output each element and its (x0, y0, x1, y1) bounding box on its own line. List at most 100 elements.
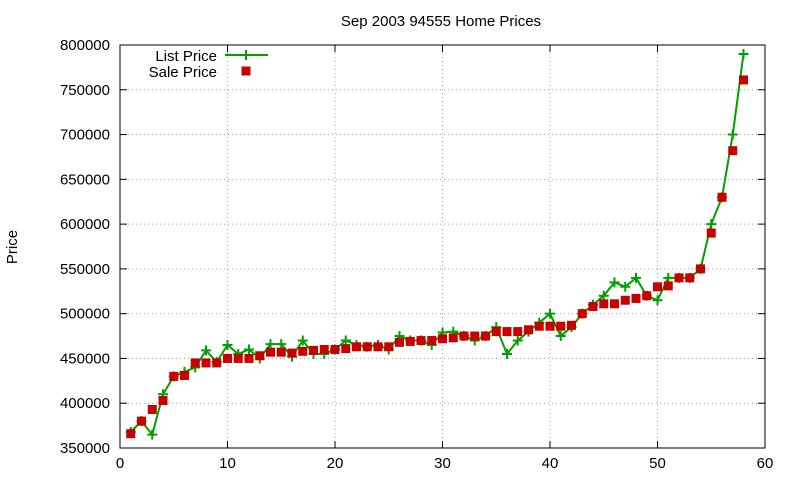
y-axis-label: Price (4, 230, 21, 264)
list-price-point (147, 429, 158, 440)
y-tick-label: 500000 (60, 306, 110, 323)
sale-price-point (352, 342, 361, 352)
sale-price-point (384, 342, 394, 352)
sale-price-point (653, 282, 662, 292)
sale-price-point (287, 348, 297, 358)
sale-price-point (405, 336, 415, 346)
list-price-point (609, 277, 620, 288)
sale-price-point (309, 345, 318, 355)
list-price-point (652, 295, 663, 306)
sale-price-point (427, 336, 437, 346)
sale-price-point (599, 299, 609, 309)
list-price-line (130, 53, 745, 436)
list-price-point (706, 219, 717, 230)
y-tick-label: 450000 (60, 350, 110, 367)
sale-price-point (147, 404, 157, 414)
sale-price-point (223, 353, 232, 363)
x-tick-label: 20 (327, 455, 344, 472)
x-tick-label: 40 (542, 455, 559, 472)
x-tick-label: 30 (434, 455, 451, 472)
y-tick-label: 650000 (60, 171, 110, 188)
sale-price-point (276, 347, 286, 357)
x-tick-label: 60 (757, 455, 774, 472)
list-price-point (201, 345, 211, 356)
sale-price-point (706, 228, 716, 238)
sale-price-point (212, 358, 222, 368)
grid (120, 45, 765, 448)
sale-price-point (610, 299, 619, 309)
sale-price-point (577, 309, 587, 319)
list-price-point (620, 281, 631, 292)
legend-marker-list-price (241, 50, 251, 60)
sale-price-point (491, 327, 501, 337)
sale-price-point (233, 353, 243, 363)
sale-price-point (190, 358, 200, 368)
sale-price-point (502, 327, 512, 337)
sale-price-point (685, 273, 695, 283)
y-tick-label: 750000 (60, 82, 110, 99)
list-price-point (631, 272, 641, 283)
x-tick-label: 10 (219, 455, 236, 472)
list-price-point (297, 335, 308, 346)
chart-title: Sep 2003 94555 Home Prices (341, 13, 541, 30)
sale-price-point (244, 353, 254, 363)
sale-price-point (545, 321, 555, 331)
sale-price-point (416, 336, 426, 346)
y-tick-label: 600000 (60, 216, 110, 233)
sale-price-point (438, 334, 447, 344)
y-tick-label: 800000 (60, 37, 110, 54)
y-tick-label: 400000 (60, 395, 110, 412)
sale-price-point (588, 302, 598, 312)
sale-price-point (459, 331, 469, 341)
list-price-point (663, 272, 674, 283)
sale-price-point (362, 342, 372, 352)
legend-label-list-price: List Price (155, 48, 217, 65)
sale-price-point (330, 344, 340, 354)
sale-price-point (620, 295, 630, 305)
x-tick-label: 0 (116, 455, 124, 472)
sale-price-point (341, 344, 351, 354)
sale-price-point (739, 75, 748, 85)
sale-price-point (126, 429, 136, 439)
sale-price-point (513, 327, 523, 337)
sale-price-point (180, 370, 189, 380)
sale-price-point (642, 291, 652, 301)
y-tick-label: 550000 (60, 261, 110, 278)
series (125, 48, 749, 440)
list-price-point (555, 331, 566, 342)
sale-price-point (201, 358, 211, 368)
sale-price-point (728, 146, 738, 156)
sale-price-point (674, 273, 684, 283)
sale-price-point (158, 396, 168, 406)
sale-price-point (266, 347, 275, 357)
list-price-point (512, 335, 523, 346)
list-price-point (265, 339, 276, 350)
axis-ticks: 0 10 20 30 40 50 60 350000 400000 450000 500000 550… (60, 37, 773, 472)
sale-price-point (567, 320, 576, 330)
sale-price-point (373, 342, 383, 352)
sale-price-point (137, 416, 146, 426)
sale-price-point (717, 192, 727, 202)
list-price-point (545, 308, 555, 319)
sale-price-point (395, 337, 404, 347)
sale-price-point (534, 321, 544, 331)
list-price-point (598, 290, 609, 301)
list-price-point (738, 48, 749, 59)
sale-price-point (470, 331, 480, 341)
y-tick-label: 350000 (60, 440, 110, 457)
sale-price-point (169, 371, 179, 381)
list-price-point (340, 335, 351, 346)
legend-label-sale-price: Sale Price (149, 64, 217, 81)
sale-price-point (255, 351, 265, 361)
y-tick-label: 700000 (60, 127, 110, 144)
list-price-point (222, 340, 233, 351)
legend-marker-sale-price (241, 66, 251, 76)
sale-price-point (319, 344, 329, 354)
sale-price-point (298, 346, 308, 356)
sale-price-point (448, 333, 458, 343)
sale-price-point (663, 281, 673, 291)
legend: List Price Sale Price (149, 48, 268, 81)
x-tick-label: 50 (649, 455, 666, 472)
sale-price-point (556, 321, 566, 331)
